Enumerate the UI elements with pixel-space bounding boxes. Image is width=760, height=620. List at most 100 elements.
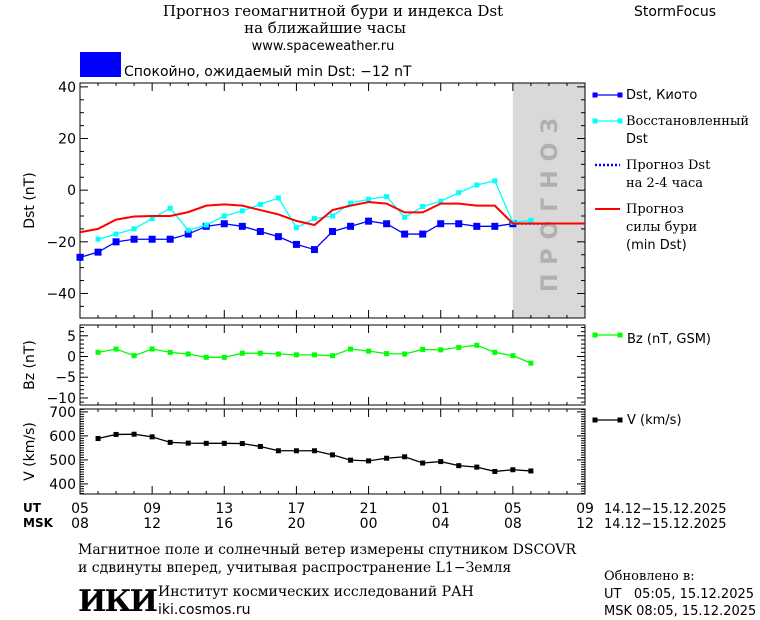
- legend-v: V (km/s): [627, 413, 682, 428]
- data-point: [95, 236, 101, 242]
- data-point: [275, 195, 281, 201]
- updated-msk: MSK 08:05, 15.12.2025: [604, 604, 756, 619]
- institute-url[interactable]: iki.cosmos.ru: [158, 602, 250, 618]
- data-point: [203, 440, 209, 446]
- data-point: [149, 216, 155, 222]
- data-point: [221, 440, 227, 446]
- data-point: [130, 235, 138, 243]
- data-point: [184, 230, 192, 238]
- data-point: [347, 222, 355, 230]
- legend-storm-forecast-3: (min Dst): [626, 238, 687, 253]
- data-point: [474, 182, 480, 188]
- y-tick-label: 500: [49, 453, 76, 469]
- ut-date-range: 14.12−15.12.2025: [604, 502, 727, 517]
- institute-name: Институт космических исследований РАН: [158, 584, 474, 600]
- data-point: [329, 227, 336, 235]
- data-point: [510, 467, 516, 473]
- data-point: [474, 342, 480, 348]
- y-tick-label: −5: [55, 370, 76, 386]
- data-point: [94, 248, 102, 256]
- msk-label: MSK: [23, 516, 54, 530]
- data-point: [384, 455, 390, 461]
- data-point: [131, 431, 137, 437]
- data-point: [149, 346, 155, 352]
- data-point: [221, 354, 227, 360]
- data-point: [401, 230, 409, 238]
- data-point: [348, 200, 354, 206]
- data-point: [203, 222, 209, 228]
- data-point: [149, 434, 155, 440]
- data-point: [239, 441, 245, 447]
- ut-tick-label: 13: [215, 501, 233, 517]
- data-point: [95, 436, 101, 442]
- data-point: [293, 225, 299, 231]
- y-axis-title: V (km/s): [22, 422, 38, 481]
- data-point: [185, 227, 191, 233]
- data-point: [473, 222, 481, 230]
- note-line2: и сдвинуты вперед, учитывая распростране…: [78, 560, 511, 576]
- data-point: [492, 178, 498, 184]
- data-point: [366, 196, 372, 202]
- data-point: [95, 349, 101, 355]
- data-point: [528, 468, 534, 474]
- data-point: [256, 227, 264, 235]
- data-point: [239, 208, 245, 214]
- data-point: [113, 346, 119, 352]
- legend-storm-forecast-2: силы бури: [626, 220, 697, 235]
- data-point: [384, 351, 390, 357]
- msk-date-range: 14.12−15.12.2025: [604, 517, 727, 532]
- y-tick-label: −10: [46, 391, 76, 407]
- y-tick-label: 5: [67, 329, 76, 345]
- data-point: [384, 194, 390, 200]
- data-point: [76, 253, 84, 261]
- data-point: [330, 452, 335, 458]
- data-point: [383, 220, 391, 228]
- legend-bz: Bz (nT, GSM): [627, 332, 711, 347]
- y-tick-label: 400: [49, 477, 76, 493]
- forecast-band-label: ПРОГНОЗ: [538, 109, 563, 292]
- ut-tick-label: 17: [288, 501, 306, 517]
- plot-frame-0: [79, 82, 586, 319]
- site-url[interactable]: www.spaceweather.ru: [252, 39, 395, 54]
- data-point: [131, 353, 137, 359]
- data-point: [420, 203, 426, 209]
- data-point: [528, 217, 534, 223]
- data-point: [438, 347, 444, 353]
- brand-name: StormFocus: [634, 4, 716, 20]
- plot-frame-2: [79, 408, 586, 495]
- plot-frame-1: [79, 324, 586, 406]
- legend-marker: [592, 332, 598, 338]
- legend-marker: [592, 417, 598, 423]
- msk-tick-label: 20: [288, 516, 306, 532]
- msk-tick-label: 00: [360, 516, 378, 532]
- legend-marker: [617, 332, 623, 338]
- y-axis-title: Bz (nT): [22, 340, 38, 390]
- data-point: [113, 431, 119, 437]
- data-point: [474, 464, 480, 470]
- data-point: [311, 216, 317, 222]
- data-point: [402, 454, 408, 460]
- data-point: [311, 352, 317, 358]
- y-axis-title: Dst (nT): [22, 172, 38, 228]
- msk-tick-label: 16: [215, 516, 233, 532]
- data-point: [311, 448, 317, 454]
- data-point: [293, 448, 299, 454]
- ut-tick-label: 21: [360, 501, 378, 517]
- y-tick-label: 20: [58, 132, 76, 148]
- data-point: [366, 458, 372, 464]
- note-line1: Магнитное поле и солнечный ветер измерен…: [78, 542, 577, 558]
- data-point: [274, 233, 282, 241]
- status-color-box: [80, 52, 121, 77]
- data-point: [167, 439, 173, 445]
- data-point: [402, 214, 408, 220]
- legend-dst-restored-2: Dst: [626, 132, 648, 147]
- data-point: [221, 213, 227, 219]
- data-point: [131, 226, 137, 232]
- legend-marker: [617, 118, 623, 124]
- ut-tick-label: 09: [143, 501, 161, 517]
- series-line-0-1: [97, 180, 531, 240]
- data-point: [348, 457, 354, 463]
- legend-dst-forecast-1: Прогноз Dst: [626, 158, 711, 173]
- updated-ut: UT 05:05, 15.12.2025: [604, 587, 754, 602]
